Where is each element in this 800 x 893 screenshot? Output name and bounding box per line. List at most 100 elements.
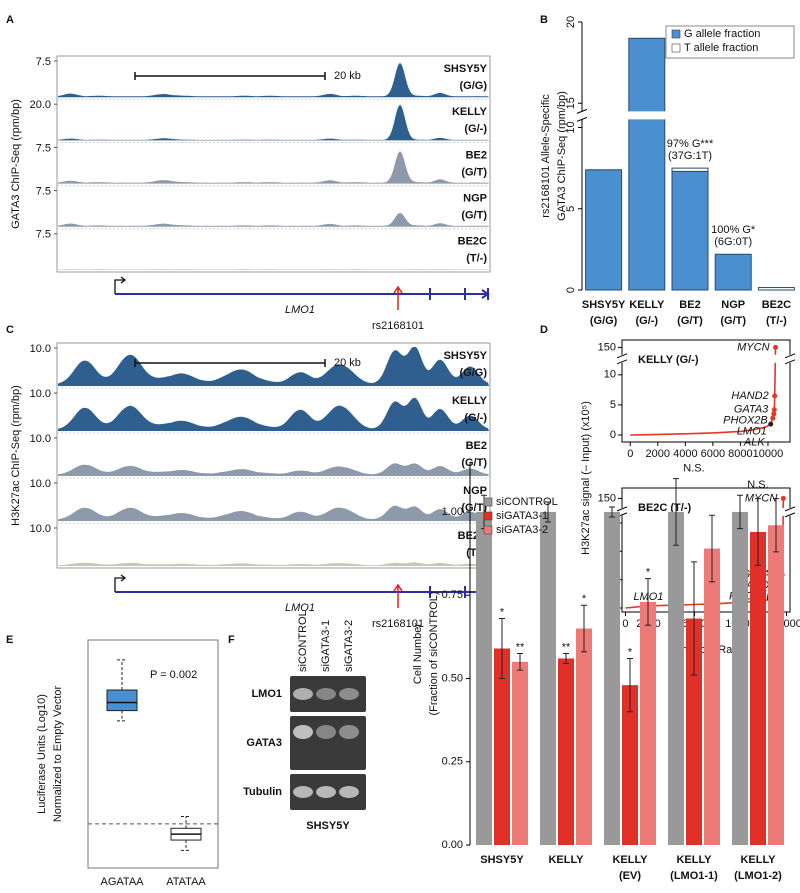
bar (671, 167, 709, 172)
bar (668, 511, 684, 845)
x-tick-sublabel: (G/T) (720, 315, 746, 327)
track-scale-label: 7.5 (36, 56, 51, 68)
x-tick-label: KELLY (676, 854, 712, 866)
axis-break-mark (784, 353, 796, 365)
signal-track (58, 151, 489, 184)
blot-band (316, 688, 336, 700)
error-bar (609, 506, 615, 518)
blot-row-label: GATA3 (246, 737, 282, 749)
track-scale-label: 20.0 (30, 99, 51, 111)
track-name: NGP (463, 485, 487, 497)
y-axis-label: GATA3 ChIP-Seq (rpm/bp) (10, 99, 22, 229)
highlight-point (772, 393, 778, 399)
x-tick-label: 10000 (753, 448, 784, 460)
highlight-label: ALK (743, 437, 765, 449)
bar (585, 169, 623, 291)
significance-label: * (500, 606, 505, 618)
error-bar (645, 578, 651, 626)
box (106, 689, 138, 712)
whisker-high (181, 816, 191, 829)
bar (540, 511, 556, 845)
gene-label: LMO1 (285, 304, 315, 316)
lane-label: siCONTROL (297, 610, 309, 672)
axis-break (574, 111, 798, 120)
x-tick-label: KELLY (548, 854, 584, 866)
bar (512, 661, 528, 845)
cell-line-label: SHSY5Y (306, 820, 350, 832)
track-scale-label: 10.0 (30, 343, 51, 355)
y-axis-label: Cell Number (412, 623, 424, 684)
legend-swatch (483, 525, 493, 535)
highlight-label: PHOX2B (723, 415, 768, 427)
y-tick-label: 0.50 (442, 672, 463, 684)
x-tick-sublabel: (G/G) (590, 315, 618, 327)
highlight-point (771, 411, 777, 417)
track-scale-label: 7.5 (36, 186, 51, 198)
y-tick-label: 5 (610, 399, 616, 411)
x-tick-label: 6000 (701, 448, 725, 460)
panel-letter: A (6, 14, 14, 26)
whisker-high (117, 659, 127, 691)
x-tick-label: BE2 (679, 299, 700, 311)
panel-letter: B (540, 14, 548, 26)
significance-label: * (582, 593, 587, 605)
error-bar (627, 657, 633, 713)
track-genotype: (G/G) (460, 80, 488, 92)
track-scale-label: 10.0 (30, 388, 51, 400)
error-bar (737, 494, 743, 530)
bar (750, 531, 766, 845)
signal-track (58, 463, 489, 476)
error-bar (545, 501, 551, 523)
gene-model (115, 586, 490, 598)
bar (768, 525, 784, 845)
bar (622, 685, 638, 845)
track-genotype: (G/-) (464, 412, 487, 424)
snp-label: rs2168101 (372, 320, 424, 332)
y-axis-label: Luciferase Units (Log10) (36, 694, 48, 814)
y-axis-label: (Fraction of siCONTROL) (428, 591, 440, 715)
blot-row-label: LMO1 (251, 688, 282, 700)
track-name: BE2 (466, 440, 487, 452)
panel-letter: C (6, 324, 14, 336)
highlight-label: GATA3 (734, 404, 769, 416)
bar (757, 287, 795, 291)
y-tick-label: 0.00 (442, 839, 463, 851)
track-scale-label: 10.0 (30, 478, 51, 490)
bar-annotation: 97% G*** (667, 138, 714, 150)
tss-arrow (114, 574, 127, 592)
whisker-low (181, 840, 191, 851)
x-tick-sublabel: (LMO1-2) (734, 870, 782, 882)
panel-letter: F (228, 634, 235, 646)
x-tick-label: NGP (721, 299, 745, 311)
legend-swatch (483, 511, 493, 521)
bar (671, 170, 709, 291)
y-tick-label: 0.75 (442, 589, 463, 601)
bar (558, 658, 574, 845)
highlight-point (770, 415, 776, 421)
x-tick-label: ATATAA (166, 876, 206, 888)
y-axis-label: H3K27ac signal (– Input) (x10⁵) (580, 401, 592, 555)
error-bar (755, 498, 761, 566)
x-tick-label: 0 (622, 618, 628, 630)
y-tick-label: 0 (610, 429, 616, 441)
whisker-low (117, 710, 127, 722)
track-genotype: (T/-) (466, 253, 487, 265)
track-genotype: (G/G) (460, 367, 488, 379)
chart-title: KELLY (G/-) (638, 354, 699, 366)
track-genotype: (G/-) (464, 123, 487, 135)
blot-band (293, 688, 313, 700)
highlight-label: LMO1 (737, 426, 767, 438)
legend-label: T allele fraction (684, 42, 758, 54)
x-tick-label: KELLY (629, 299, 665, 311)
snp-arrow (393, 285, 403, 310)
blot-row-label: Tubulin (243, 786, 282, 798)
track-scale-label: 10.0 (30, 523, 51, 535)
bar (704, 548, 720, 845)
blot-band (293, 725, 313, 739)
blot-panel (290, 716, 366, 770)
group-annotation: N.S. (683, 463, 704, 475)
signal-track (58, 562, 489, 566)
lane-label: siGATA3-2 (343, 620, 355, 672)
